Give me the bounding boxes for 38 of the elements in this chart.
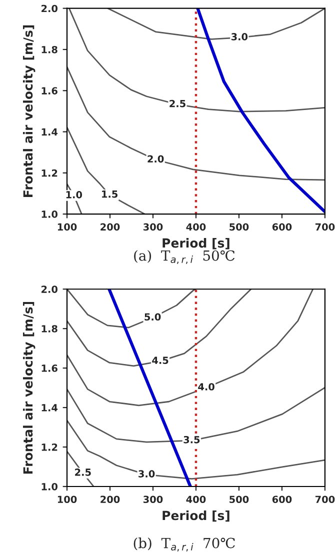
x-tick-label: 500 (230, 496, 249, 504)
y-tick-label: 1.8 (42, 325, 58, 332)
x-tick-label: 400 (186, 223, 206, 231)
y-tick-label: 1.2 (42, 444, 58, 451)
x-axis-title: Period [s] (162, 238, 230, 250)
y-tick-label: 1.6 (42, 364, 58, 372)
y-tick-label: 1.6 (42, 87, 58, 94)
x-tick-label: 100 (58, 223, 77, 231)
line-series (67, 420, 325, 480)
x-tick-label: 300 (143, 496, 163, 504)
y-tick-label: 1.0 (42, 210, 58, 218)
y-axis-title: Frontal air velocity [m/s] (23, 302, 36, 474)
text: (b) T$_{a,r,i}$ 70℃ (134, 538, 235, 552)
x-tick-label: 100 (58, 496, 77, 504)
x-axis-title: Period [s] (162, 510, 230, 522)
x-tick-label: 200 (100, 496, 120, 504)
x-tick-label: 600 (272, 496, 292, 504)
text: (a) T$_{a,r,i}$ 50℃ (134, 250, 235, 264)
x-tick-label: 600 (272, 223, 292, 231)
x-tick-label: 300 (143, 223, 163, 231)
x-tick-label: 700 (315, 223, 335, 231)
x-tick-label: 500 (230, 223, 249, 231)
x-tick-label: 700 (315, 496, 335, 504)
x-tick-label: 400 (186, 496, 206, 504)
line-series (67, 66, 325, 181)
y-tick-label: 2.0 (42, 4, 58, 12)
y-tick-label: 2.0 (42, 286, 58, 293)
y-tick-label: 1.0 (42, 482, 58, 490)
line-series (67, 289, 197, 328)
y-axis-title: Frontal air velocity [m/s] (23, 25, 36, 197)
y-tick-label: 1.8 (42, 46, 58, 54)
line-series (67, 289, 314, 406)
y-tick-label: 1.4 (42, 404, 58, 412)
line-series (67, 126, 146, 214)
line-series (67, 289, 252, 367)
y-tick-label: 1.2 (42, 169, 58, 177)
y-tick-label: 1.4 (42, 128, 58, 136)
x-tick-label: 200 (100, 223, 120, 231)
